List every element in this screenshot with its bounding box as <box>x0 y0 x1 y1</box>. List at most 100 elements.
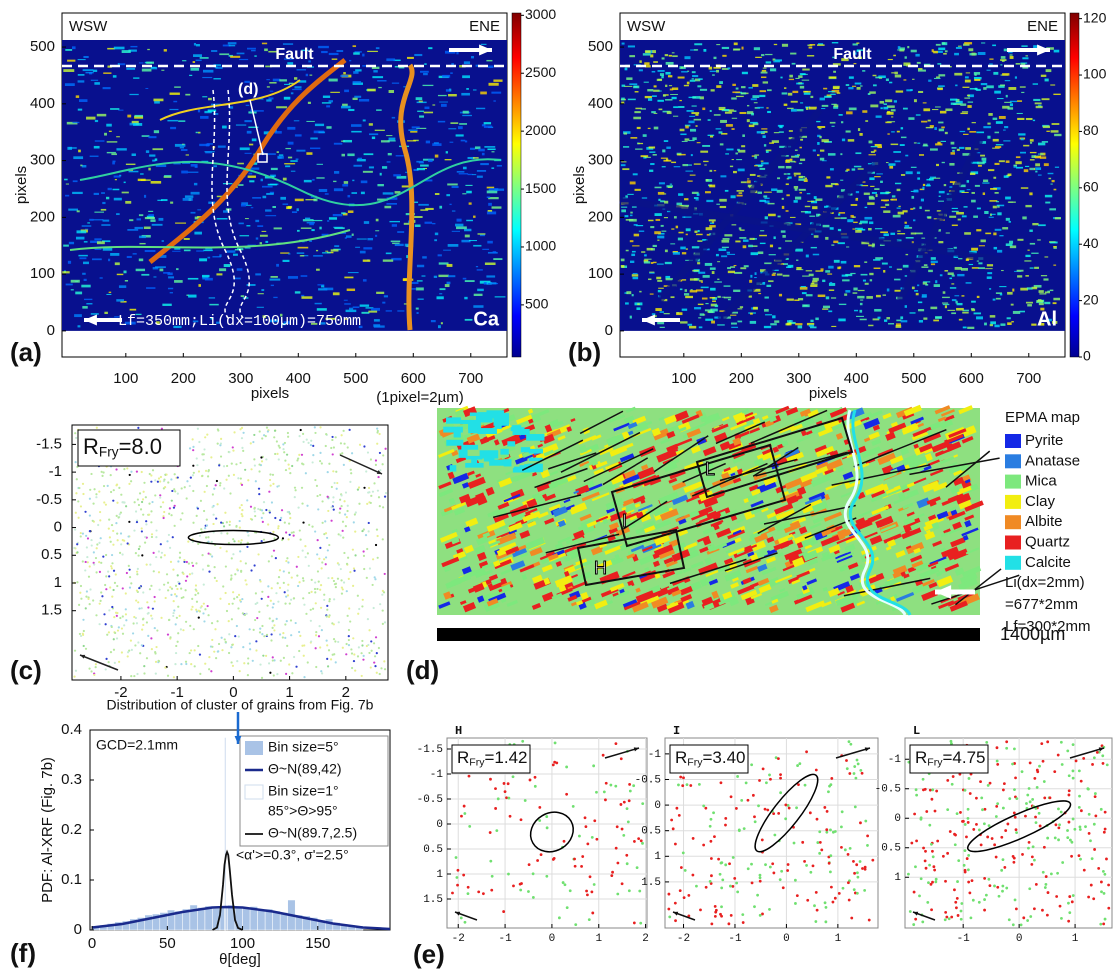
map-texture <box>893 215 901 218</box>
fry-point <box>323 558 325 560</box>
fry-point <box>269 473 271 475</box>
map-texture <box>321 51 328 53</box>
map-texture <box>826 296 829 299</box>
panel-label: (c) <box>10 655 42 685</box>
fry-point <box>201 475 203 477</box>
fry-point <box>74 432 76 434</box>
fry-point <box>268 560 270 562</box>
map-texture <box>997 212 1001 215</box>
map-texture <box>956 47 962 49</box>
map-texture <box>189 75 192 76</box>
map-texture <box>900 316 903 319</box>
map-texture <box>719 81 723 84</box>
fry-point <box>340 568 342 570</box>
fry-point <box>207 475 209 477</box>
map-texture <box>806 294 813 296</box>
fry-point <box>228 633 230 635</box>
map-texture <box>75 292 82 295</box>
map-texture <box>923 281 930 282</box>
map-texture <box>371 308 380 311</box>
map-texture <box>690 290 698 292</box>
map-texture <box>971 200 976 203</box>
map-texture <box>641 251 645 252</box>
fry-point <box>177 632 179 634</box>
fry-point <box>75 512 77 514</box>
fry-point <box>137 568 139 570</box>
map-texture <box>1032 223 1038 225</box>
fry-point <box>84 569 86 571</box>
map-texture <box>653 90 659 92</box>
map-texture <box>423 73 428 75</box>
map-texture <box>958 219 961 221</box>
map-texture <box>346 310 357 312</box>
map-texture <box>621 164 626 166</box>
map-texture <box>714 170 716 171</box>
fry-point <box>116 483 118 485</box>
map-texture <box>139 236 146 238</box>
map-texture <box>698 317 701 318</box>
map-texture <box>974 79 980 81</box>
map-texture <box>895 160 901 162</box>
map-texture <box>871 146 878 147</box>
fry-point <box>301 454 303 456</box>
map-texture <box>1053 298 1060 301</box>
map-texture <box>112 189 119 191</box>
map-texture <box>408 129 417 131</box>
map-texture <box>839 266 841 268</box>
fry-point <box>232 603 234 605</box>
map-texture <box>855 83 862 85</box>
fry-point <box>208 565 210 567</box>
map-texture <box>200 57 209 59</box>
map-texture <box>986 85 994 88</box>
map-texture <box>697 193 700 195</box>
map-texture <box>148 136 156 138</box>
map-texture <box>923 184 925 186</box>
map-texture <box>751 113 754 115</box>
map-texture <box>493 251 497 253</box>
fry-point <box>381 594 383 596</box>
map-texture <box>1017 118 1024 120</box>
fry-point <box>192 522 194 524</box>
map-texture <box>286 206 291 209</box>
fry-point <box>95 493 97 495</box>
map-texture <box>736 159 742 160</box>
map-texture <box>996 298 1001 300</box>
fry-point <box>96 427 98 429</box>
fry-point <box>285 469 287 471</box>
map-texture <box>97 114 106 117</box>
map-texture <box>772 315 775 318</box>
map-texture <box>296 158 299 159</box>
map-texture <box>906 171 913 174</box>
map-texture <box>262 186 273 188</box>
map-texture <box>772 274 776 276</box>
map-texture <box>952 208 958 209</box>
map-texture <box>462 193 466 194</box>
map-texture <box>650 226 654 228</box>
map-texture <box>216 273 222 275</box>
map-texture <box>921 238 925 239</box>
map-texture <box>140 173 144 174</box>
map-texture <box>261 179 263 182</box>
fry-point <box>287 594 289 596</box>
fry-point <box>82 560 84 562</box>
map-texture <box>273 297 277 298</box>
map-texture <box>313 198 317 201</box>
map-texture <box>678 193 683 196</box>
map-texture <box>913 207 915 209</box>
map-texture <box>1035 102 1042 104</box>
map-texture <box>710 288 716 291</box>
fry-point <box>382 463 384 465</box>
fry-point <box>276 673 278 675</box>
map-texture <box>682 164 688 166</box>
map-image <box>620 40 1065 331</box>
fry-point <box>349 481 351 483</box>
map-texture <box>962 87 969 88</box>
map-texture <box>635 148 642 149</box>
fry-point <box>340 494 342 496</box>
fry-point <box>123 624 125 626</box>
map-texture <box>685 289 687 292</box>
fry-point <box>368 487 370 489</box>
fry-point <box>75 461 77 463</box>
fry-point <box>315 634 317 636</box>
map-texture <box>715 305 718 307</box>
